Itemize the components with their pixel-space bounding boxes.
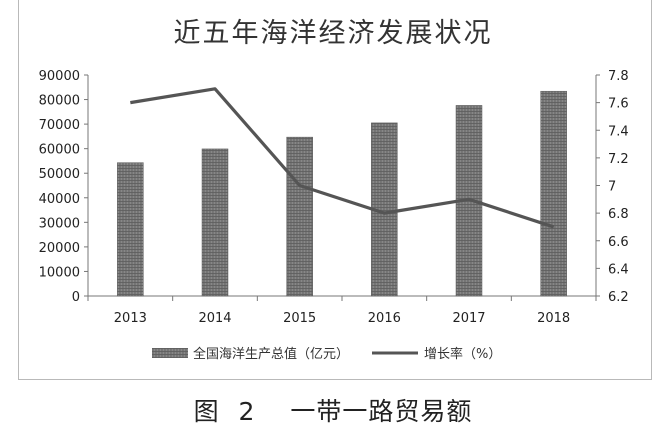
left-tick-label: 30000 (39, 216, 80, 231)
right-tick-label: 7.4 (608, 124, 629, 139)
left-tick-label: 0 (72, 290, 80, 305)
caption-number: 2 (238, 397, 256, 426)
bar (286, 136, 313, 297)
right-tick-label: 6.4 (608, 262, 629, 277)
legend-line-label: 增长率（%） (424, 346, 501, 362)
chart-legend: 全国海洋生产总值（亿元） 增长率（%） (152, 346, 501, 362)
caption-prefix: 图 (193, 397, 220, 426)
right-tick-label: 6.8 (608, 207, 629, 222)
bar (540, 90, 567, 297)
chart: 近五年海洋经济发展状况 0 10000 20000 30000 40000 50000 60… (39, 18, 629, 362)
legend-bar-label: 全国海洋生产总值（亿元） (193, 346, 349, 362)
x-tick-label: 2015 (283, 311, 316, 326)
chart-axes: 0 10000 20000 30000 40000 50000 60000 70000 8000… (39, 69, 629, 305)
x-tick-label: 2013 (114, 311, 147, 326)
right-tick-label: 7.6 (608, 97, 629, 112)
right-tick-label: 7.8 (608, 69, 629, 84)
x-tick-label: 2017 (452, 311, 485, 326)
left-tick-label: 80000 (39, 94, 80, 109)
figure-caption: 图 2 一带一路贸易额 (0, 392, 666, 428)
growth-rate-line (130, 87, 555, 229)
legend-bar-swatch (152, 348, 188, 358)
left-tick-label: 20000 (39, 241, 80, 256)
right-tick-label: 6.2 (608, 290, 629, 305)
left-tick-label: 90000 (39, 69, 80, 84)
left-tick-label: 10000 (39, 265, 80, 280)
right-tick-label: 7 (608, 180, 616, 195)
x-tick-label: 2018 (537, 311, 570, 326)
left-tick-label: 50000 (39, 167, 80, 182)
right-tick-label: 7.2 (608, 152, 629, 167)
bar-series (117, 90, 567, 297)
bar (117, 162, 144, 297)
right-tick-label: 6.6 (608, 235, 629, 250)
left-tick-label: 40000 (39, 192, 80, 207)
chart-title: 近五年海洋经济发展状况 (174, 18, 493, 49)
left-tick-label: 60000 (39, 143, 80, 158)
caption-text: 一带一路贸易额 (290, 397, 473, 426)
left-tick-label: 70000 (39, 118, 80, 133)
x-tick-label: 2016 (368, 311, 401, 326)
x-tick-label: 2014 (198, 311, 231, 326)
bar (201, 148, 229, 297)
line-series (130, 87, 555, 229)
x-axis-labels: 2013 2014 2015 2016 2017 2018 (114, 311, 570, 326)
